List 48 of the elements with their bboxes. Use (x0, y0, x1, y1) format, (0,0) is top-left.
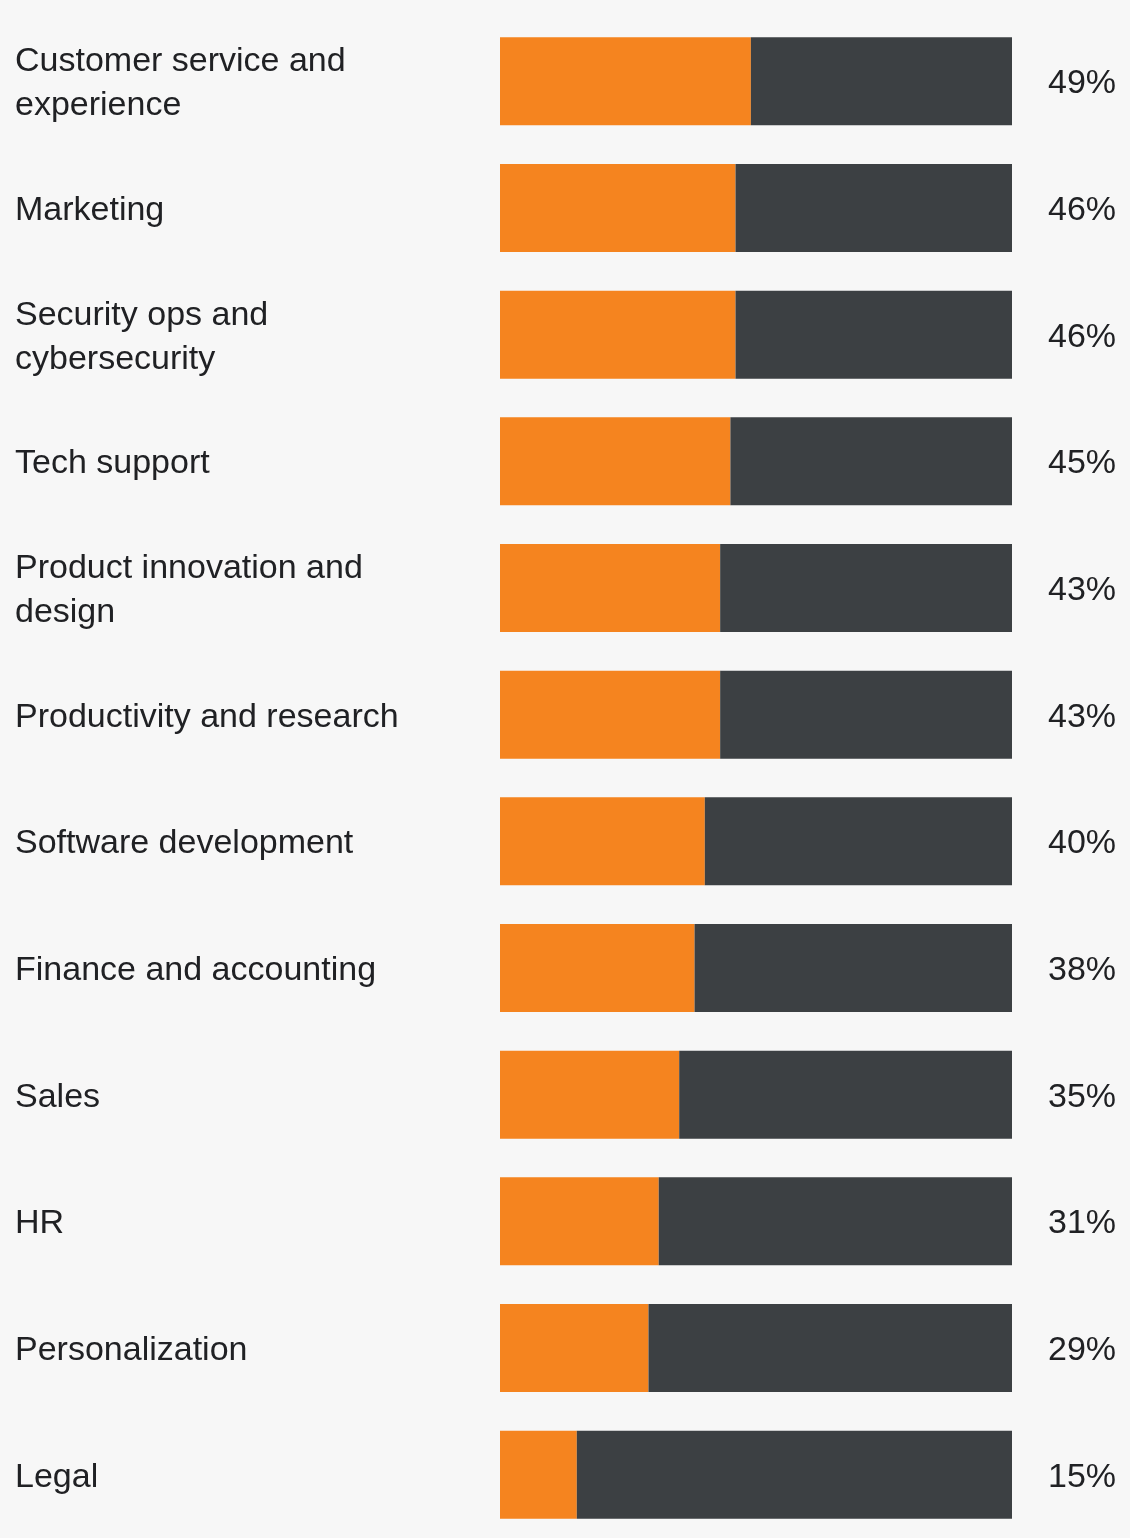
data-label: 15% (1048, 1455, 1117, 1494)
bar (500, 290, 736, 379)
data-label: 31% (1048, 1202, 1117, 1241)
data-label: 46% (1048, 189, 1117, 227)
bar (500, 924, 695, 1012)
bar (679, 1050, 1012, 1139)
y-tick-label: Productivity and research (15, 695, 399, 734)
bar (500, 544, 721, 632)
y-tick-label: Legal (15, 1455, 99, 1494)
data-label: 45% (1048, 442, 1117, 481)
y-tick-label: Customer service and experience (15, 40, 356, 123)
y-tick-label: HR (15, 1202, 65, 1241)
data-label: 43% (1048, 569, 1117, 607)
bar (500, 670, 721, 759)
bar (500, 1430, 577, 1519)
bar (500, 797, 705, 886)
bar (658, 1177, 1012, 1266)
bar (500, 417, 731, 506)
data-label: 43% (1048, 695, 1117, 734)
data-label: 49% (1048, 62, 1117, 101)
y-tick-label: Finance and accounting (15, 949, 377, 987)
bar (735, 164, 1012, 252)
y-tick-label: Personalization (15, 1329, 248, 1367)
y-tick-label: Software development (15, 822, 354, 861)
y-tick-label: Marketing (15, 189, 165, 227)
y-tick-label: Tech support (15, 442, 211, 481)
bar (720, 544, 1012, 632)
bar (500, 1177, 659, 1266)
bar (704, 797, 1012, 886)
bar (500, 1050, 680, 1139)
data-label: 46% (1048, 315, 1117, 354)
data-label: 29% (1048, 1329, 1117, 1367)
bar (576, 1430, 1012, 1519)
bar (694, 924, 1012, 1012)
bar (500, 164, 736, 252)
bar (735, 290, 1012, 379)
bar (500, 37, 751, 126)
y-tick-label: Product innovation and design (15, 547, 373, 629)
data-label: 40% (1048, 822, 1117, 861)
y-tick-label: Security ops and cybersecurity (15, 293, 278, 376)
data-label: 35% (1048, 1075, 1117, 1114)
bar (500, 1304, 649, 1392)
bar (730, 417, 1012, 506)
bar (648, 1304, 1012, 1392)
data-label: 38% (1048, 949, 1117, 987)
bar (750, 37, 1012, 126)
bar (720, 670, 1012, 759)
y-tick-label: Sales (15, 1075, 101, 1114)
